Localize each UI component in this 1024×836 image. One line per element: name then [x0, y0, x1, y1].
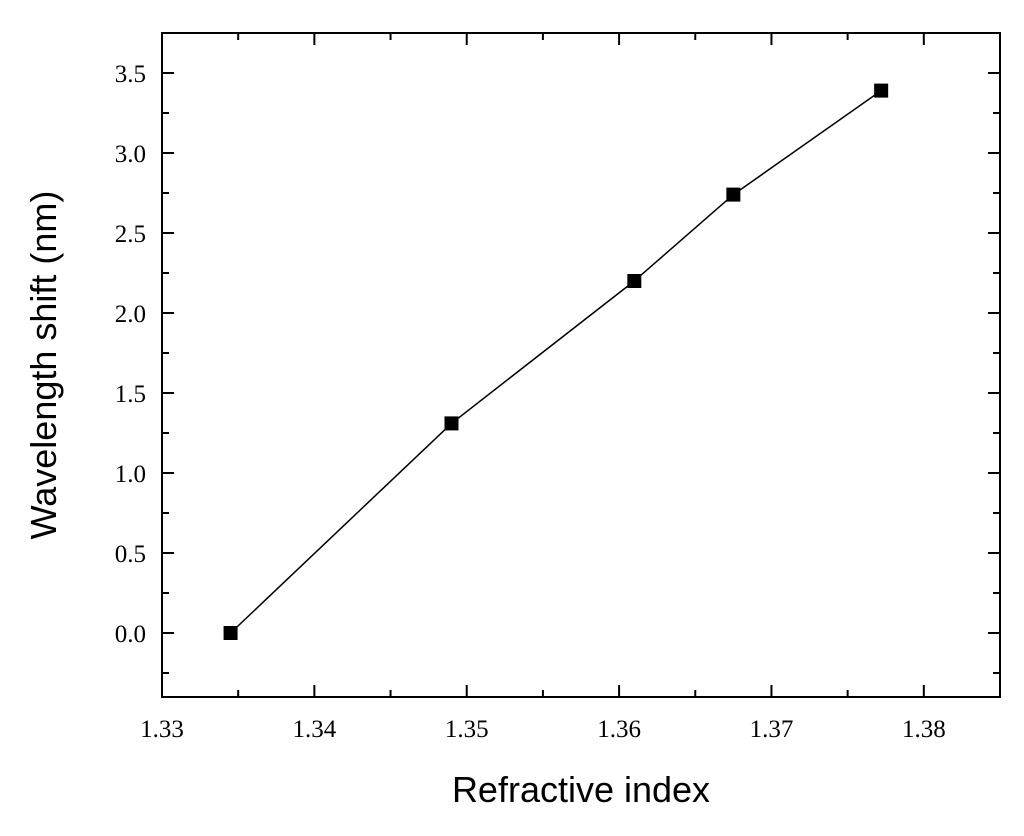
x-axis-title: Refractive index [452, 769, 710, 810]
y-tick-label: 2.5 [115, 221, 146, 248]
data-point [223, 626, 238, 640]
y-tick-label: 1.5 [115, 381, 146, 408]
y-tick-label: 2.0 [115, 301, 146, 328]
x-tick-label: 1.33 [140, 716, 184, 743]
x-tick-label: 1.34 [292, 716, 336, 743]
x-tick-label: 1.38 [902, 716, 946, 743]
data-point [444, 416, 459, 431]
y-tick-label: 3.0 [115, 141, 146, 168]
data-point [874, 83, 889, 98]
y-axis-ticks: 0.0 0.5 1.0 1.5 2.0 2.5 3.0 3.5 [115, 32, 1000, 674]
plot-frame [161, 32, 1001, 698]
data-point [627, 274, 642, 288]
data-point [726, 187, 741, 202]
y-tick-label: 0.5 [115, 541, 146, 568]
y-tick-label: 1.0 [115, 461, 146, 488]
y-tick-label: 0.0 [115, 621, 146, 648]
y-tick-label: 3.5 [115, 61, 146, 88]
y-axis-title: Wavelength shift (nm) [23, 191, 64, 540]
x-tick-label: 1.37 [750, 716, 794, 743]
x-tick-label: 1.36 [597, 716, 641, 743]
x-tick-label: 1.35 [445, 716, 489, 743]
series-line [230, 89, 882, 634]
series-group [223, 83, 889, 640]
x-axis-ticks: 1.33 1.34 1.35 1.36 1.37 1.38 [140, 33, 1001, 743]
